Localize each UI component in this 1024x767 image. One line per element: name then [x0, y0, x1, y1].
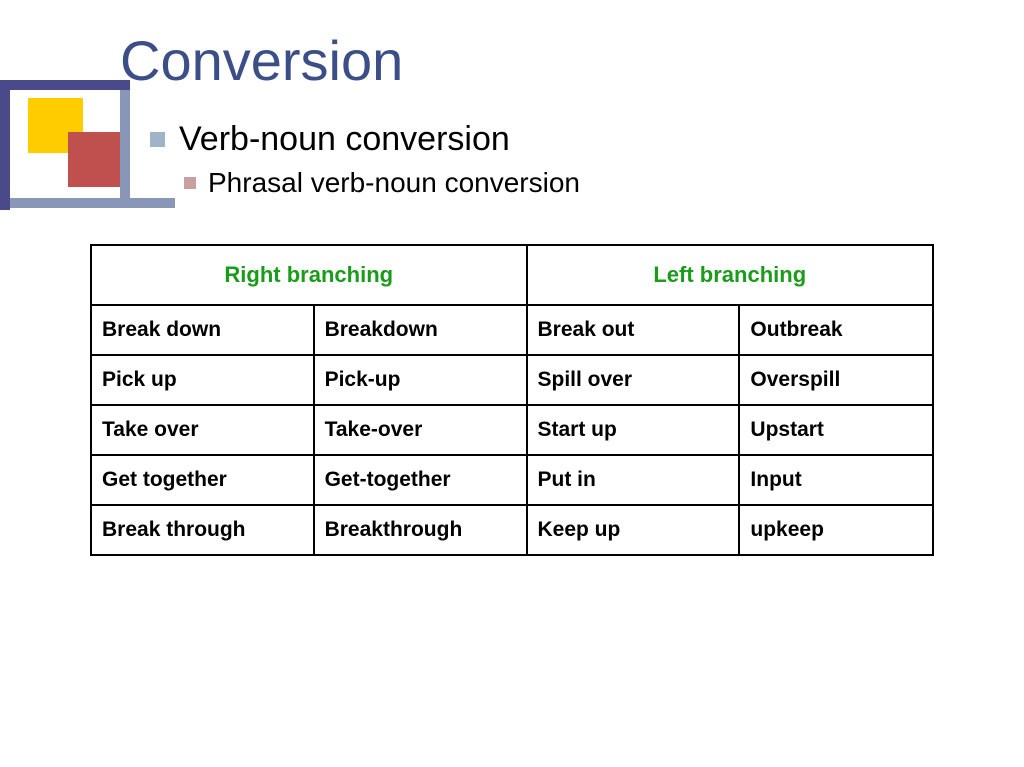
slide-title: Conversion	[120, 28, 403, 93]
cell: Break down	[91, 305, 314, 355]
cell: Put in	[527, 455, 740, 505]
cell: Start up	[527, 405, 740, 455]
header-left-branching: Left branching	[527, 245, 934, 305]
table-row: Get together Get-together Put in Input	[91, 455, 933, 505]
bullet-square-icon	[150, 132, 165, 147]
table-row: Break through Breakthrough Keep up upkee…	[91, 505, 933, 555]
cell: Get together	[91, 455, 314, 505]
conversion-table: Right branching Left branching Break dow…	[90, 244, 934, 556]
table-header-row: Right branching Left branching	[91, 245, 933, 305]
cell: Pick-up	[314, 355, 527, 405]
bullet-level-1: Verb-noun conversion	[150, 120, 580, 159]
table-row: Pick up Pick-up Spill over Overspill	[91, 355, 933, 405]
cell: Input	[739, 455, 933, 505]
bullet-text: Verb-noun conversion	[179, 120, 510, 159]
cell: Spill over	[527, 355, 740, 405]
cell: upkeep	[739, 505, 933, 555]
cell: Upstart	[739, 405, 933, 455]
table-row: Take over Take-over Start up Upstart	[91, 405, 933, 455]
cell: Overspill	[739, 355, 933, 405]
cell: Break through	[91, 505, 314, 555]
cell: Breakdown	[314, 305, 527, 355]
table-row: Break down Breakdown Break out Outbreak	[91, 305, 933, 355]
cell: Take-over	[314, 405, 527, 455]
cell: Keep up	[527, 505, 740, 555]
cell: Outbreak	[739, 305, 933, 355]
bullet-square-icon	[184, 177, 196, 189]
header-right-branching: Right branching	[91, 245, 527, 305]
cell: Breakthrough	[314, 505, 527, 555]
cell: Pick up	[91, 355, 314, 405]
cell: Get-together	[314, 455, 527, 505]
cell: Break out	[527, 305, 740, 355]
cell: Take over	[91, 405, 314, 455]
bullet-level-2: Phrasal verb-noun conversion	[184, 167, 580, 199]
bullet-list: Verb-noun conversion Phrasal verb-noun c…	[150, 120, 580, 199]
bullet-text: Phrasal verb-noun conversion	[208, 167, 580, 199]
